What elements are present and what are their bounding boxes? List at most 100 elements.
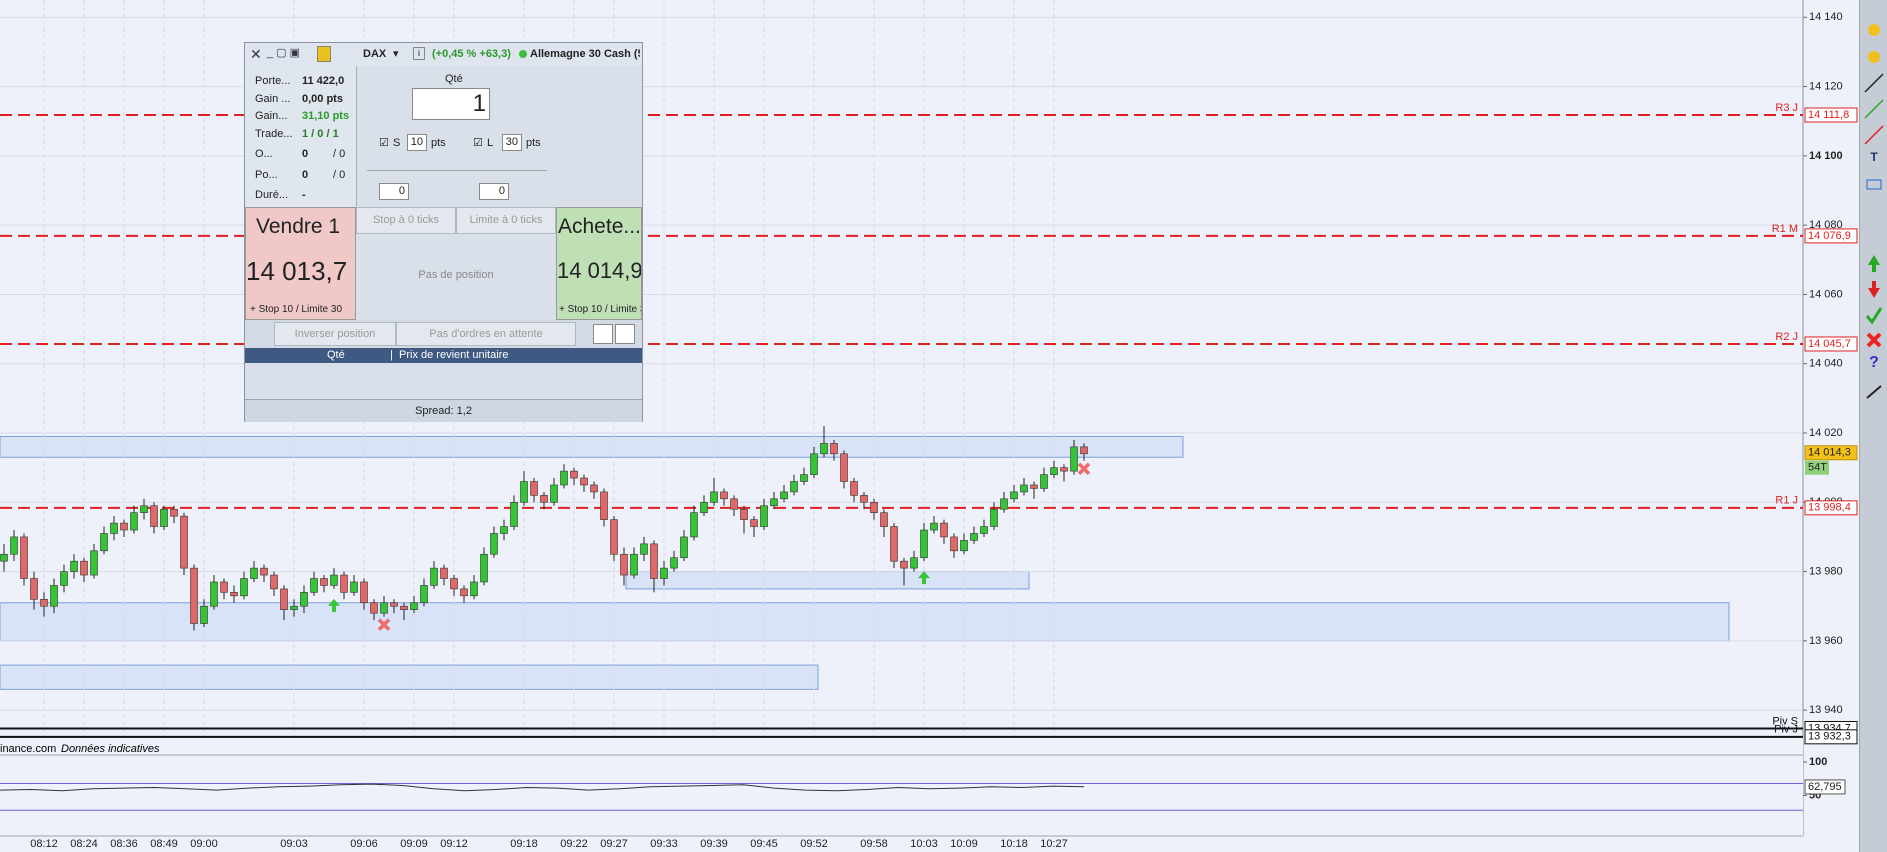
candle-body	[980, 526, 988, 534]
oscillator-last: 62,795	[1808, 781, 1842, 793]
line-tool[interactable]	[1864, 73, 1884, 93]
position-area: Stop à 0 ticks Limite à 0 ticks Pas de p…	[356, 207, 556, 320]
limit-ticks-button[interactable]: Limite à 0 ticks	[456, 207, 556, 234]
status-dot	[519, 50, 527, 58]
x-tick-label: 08:36	[110, 838, 138, 850]
candle-body	[740, 508, 748, 520]
candle-body	[90, 550, 98, 576]
reverse-button[interactable]: Inverser position	[274, 322, 396, 346]
level-box	[1804, 228, 1858, 244]
candle-body	[590, 484, 598, 493]
close-button[interactable]: ✕	[250, 46, 262, 62]
y-tick-label: 14 140	[1809, 11, 1843, 23]
toolbar: T ?	[1859, 0, 1887, 852]
rect-tool[interactable]	[1866, 179, 1882, 190]
stat-key: Duré...	[255, 189, 289, 201]
x-tick-label: 09:09	[400, 838, 428, 850]
stat-value: 0,00 pts	[302, 92, 343, 105]
candle-body	[520, 481, 528, 503]
candle-body	[570, 470, 578, 479]
level-name: R1 M	[1772, 223, 1798, 235]
level-box	[1804, 500, 1858, 516]
x-tick-label: 09:12	[440, 838, 468, 850]
level-name: R2 J	[1775, 331, 1798, 343]
spin-input[interactable]: 0	[379, 183, 409, 200]
help-tool[interactable]: ?	[1869, 354, 1879, 371]
divider	[367, 170, 547, 171]
candle-body	[660, 567, 668, 579]
text-tool[interactable]: T	[1870, 150, 1878, 164]
oscillator-line	[0, 783, 1085, 792]
candle-body	[810, 453, 818, 475]
candle-body	[320, 578, 328, 586]
candle-body	[370, 602, 378, 614]
positions-header: Qté | Prix de revient unitaire	[245, 348, 642, 363]
sell-tool[interactable]	[1868, 281, 1880, 298]
candle-body	[730, 498, 738, 510]
buy-price: 14 014,9	[557, 258, 642, 283]
limit-label: L	[487, 137, 494, 149]
cancel-tool[interactable]	[1866, 332, 1882, 348]
action-bar: Inverser position Pas d'ordres en attent…	[245, 320, 642, 348]
x-tick-label: 08:12	[30, 838, 58, 850]
buy-marker	[328, 598, 340, 612]
qty-input[interactable]: 1	[412, 88, 490, 120]
x-tick-label: 09:52	[800, 838, 828, 850]
candle-body	[190, 567, 198, 624]
level-value: 14 111,8	[1808, 109, 1849, 121]
stat-value: 31,10 pts	[302, 110, 350, 122]
window-controls[interactable]: _ ▢ ▣	[267, 47, 301, 59]
cursor-tool[interactable]	[1866, 385, 1882, 399]
stop-input[interactable]: 10	[407, 134, 427, 151]
level-value: 14 045,7	[1808, 338, 1851, 350]
info-button[interactable]: i	[413, 47, 425, 60]
candle-body	[780, 491, 788, 500]
buy-note: + Stop 10 / Limite 30	[559, 304, 642, 315]
x-tick-label: 10:27	[1040, 838, 1068, 850]
candle-body	[1080, 446, 1088, 455]
tool-button[interactable]	[615, 324, 635, 344]
stop-ticks-button[interactable]: Stop à 0 ticks	[356, 207, 456, 234]
buy-button[interactable]: Achete... 14 014,9 + Stop 10 / Limite 30	[556, 207, 642, 320]
instrument[interactable]: DAX	[363, 48, 387, 60]
buy-label: Achete...	[558, 215, 641, 238]
pending-orders[interactable]: Pas d'ordres en attente	[396, 322, 576, 346]
dropdown-arrow[interactable]: ▾	[393, 48, 399, 60]
candle-body	[300, 592, 308, 607]
candle-body	[1010, 491, 1018, 500]
buy-tool[interactable]	[1868, 255, 1880, 272]
validate-tool[interactable]	[1865, 307, 1883, 325]
position-status: Pas de position	[418, 269, 494, 281]
level-name: Piv S	[1772, 715, 1798, 727]
market: Allemagne 30 Cash (5€	[530, 48, 640, 60]
candle-body	[690, 512, 698, 538]
x-tick-label: 09:00	[190, 838, 218, 850]
sell-button[interactable]: Vendre 1 14 013,7 + Stop 10 / Limite 30	[245, 207, 356, 320]
stat-value: 11 422,0	[302, 75, 345, 87]
alert-tool[interactable]	[1868, 51, 1880, 63]
line-tool[interactable]	[1864, 125, 1884, 145]
candle-body	[750, 519, 758, 527]
candle-body	[60, 571, 68, 586]
candle-body	[1060, 467, 1068, 472]
level-name: Piv J	[1774, 724, 1798, 736]
limit-input[interactable]: 30	[502, 134, 522, 151]
limit-check[interactable]: ☑	[473, 137, 483, 149]
candle-body	[1020, 484, 1028, 493]
stop-check[interactable]: ☑	[379, 137, 389, 149]
y-tick-label: 14 040	[1809, 358, 1843, 370]
order-panel: ✕ _ ▢ ▣ DAX ▾ i (+0,45 % +63,3) Allemagn…	[244, 42, 643, 422]
alert-tool[interactable]	[1868, 24, 1880, 36]
stop-unit: pts	[431, 137, 446, 149]
stat-key: Gain...	[255, 110, 288, 122]
candle-body	[850, 481, 858, 496]
y-tick-label: 14 080	[1809, 219, 1843, 231]
candle-body	[0, 553, 8, 562]
spin-input[interactable]: 0	[479, 183, 509, 200]
chart-button[interactable]	[593, 324, 613, 344]
x-tick-label: 10:09	[950, 838, 978, 850]
candle-body	[360, 581, 368, 604]
y-tick-label: 13 960	[1809, 635, 1843, 647]
line-tool[interactable]	[1864, 99, 1884, 119]
